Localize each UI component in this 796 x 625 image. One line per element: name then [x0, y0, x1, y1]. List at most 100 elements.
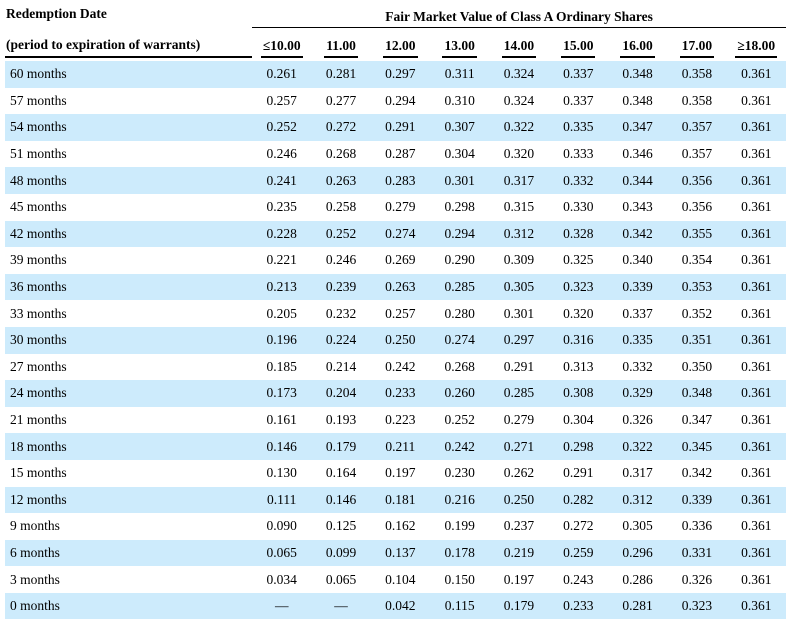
- table-row: 60 months 0.261 0.281 0.297 0.311 0.324 0.337 0…: [5, 61, 786, 88]
- cell-value: 0.326: [681, 571, 713, 587]
- cell-value: 0.361: [741, 225, 772, 241]
- price-column-header: ≤10.00: [252, 27, 311, 61]
- row-header-title: Redemption Date: [6, 6, 107, 21]
- cell-value: 0.357: [681, 146, 713, 162]
- cell-value: —: [274, 598, 289, 614]
- row-header-subtitle: (period to expiration of warrants): [5, 27, 253, 61]
- cell-value: 0.342: [681, 465, 713, 481]
- cell-value: 0.361: [741, 571, 772, 587]
- table-row: 51 months 0.246 0.268 0.287 0.304 0.320 0.333 0…: [5, 141, 786, 168]
- cell-value: 0.329: [622, 385, 653, 401]
- table-row: 15 months 0.130 0.164 0.197 0.230 0.262 0.291 0…: [5, 460, 786, 487]
- cell-value: 0.252: [444, 412, 475, 428]
- cell-value: 0.286: [622, 571, 653, 587]
- cell-value: 0.216: [444, 491, 475, 507]
- cell-value: 0.257: [385, 305, 416, 321]
- cell-value: 0.339: [622, 279, 653, 295]
- table-row: 30 months 0.196 0.224 0.250 0.274 0.297 0.316 0…: [5, 326, 786, 354]
- cell-value: 0.219: [503, 544, 535, 560]
- cell-value: 0.252: [266, 119, 297, 135]
- price-column-header-label: 12.00: [383, 38, 418, 58]
- cell-value: 0.361: [741, 518, 772, 534]
- cell-value: 0.361: [741, 438, 772, 454]
- header-row-top: Redemption Date Fair Market Value of Cla…: [5, 2, 786, 28]
- cell-value: 0.221: [266, 252, 297, 268]
- cell-value: 0.332: [563, 172, 594, 188]
- cell-value: 0.297: [503, 332, 535, 348]
- cell-value: 0.344: [622, 172, 653, 188]
- row-label: 39 months: [10, 252, 67, 268]
- row-label: 24 months: [10, 385, 67, 401]
- cell-value: 0.150: [444, 571, 475, 587]
- cell-value: 0.335: [622, 332, 653, 348]
- cell-value: 0.317: [503, 172, 535, 188]
- cell-value: 0.065: [325, 571, 357, 587]
- cell-value: 0.250: [503, 491, 535, 507]
- cell-value: 0.350: [681, 358, 713, 374]
- cell-value: 0.304: [444, 146, 475, 162]
- cell-value: 0.162: [385, 518, 416, 534]
- cell-value: 0.291: [385, 119, 416, 135]
- cell-value: 0.161: [266, 412, 297, 428]
- cell-value: 0.325: [563, 252, 594, 268]
- table-row: 9 months 0.090 0.125 0.162 0.199 0.237 0.272 0.…: [5, 513, 786, 540]
- price-column-header: 12.00: [371, 27, 430, 61]
- cell-value: 0.242: [444, 438, 475, 454]
- cell-value: 0.263: [385, 279, 416, 295]
- cell-value: 0.361: [741, 92, 772, 108]
- cell-value: 0.310: [444, 92, 475, 108]
- cell-value: 0.296: [622, 544, 653, 560]
- cell-value: 0.315: [503, 199, 535, 215]
- cell-value: 0.361: [741, 332, 772, 348]
- cell-value: 0.361: [741, 305, 772, 321]
- cell-value: 0.309: [503, 252, 535, 268]
- cell-value: 0.324: [503, 92, 535, 108]
- cell-value: 0.320: [563, 305, 594, 321]
- cell-value: 0.331: [681, 544, 713, 560]
- cell-value: 0.235: [266, 199, 297, 215]
- price-column-header: 16.00: [608, 27, 667, 61]
- cell-value: 0.246: [266, 146, 297, 162]
- table-row: 27 months 0.185 0.214 0.242 0.268 0.291 0.313 0…: [5, 354, 786, 381]
- cell-value: 0.337: [622, 305, 653, 321]
- cell-value: 0.361: [741, 598, 772, 614]
- cell-value: 0.196: [266, 332, 297, 348]
- cell-value: 0.328: [563, 225, 594, 241]
- cell-value: 0.326: [622, 412, 653, 428]
- cell-value: 0.241: [266, 172, 297, 188]
- row-label: 42 months: [10, 225, 67, 241]
- cell-value: 0.199: [444, 518, 475, 534]
- cell-value: 0.242: [385, 358, 416, 374]
- cell-value: 0.361: [741, 385, 772, 401]
- cell-value: 0.285: [503, 385, 535, 401]
- cell-value: 0.337: [563, 66, 594, 82]
- row-label: 54 months: [10, 119, 67, 135]
- cell-value: 0.287: [385, 146, 416, 162]
- cell-value: 0.261: [266, 66, 297, 82]
- cell-value: 0.137: [385, 544, 416, 560]
- row-label: 60 months: [10, 66, 67, 82]
- cell-value: 0.193: [325, 412, 357, 428]
- cell-value: 0.304: [563, 412, 594, 428]
- cell-value: 0.274: [444, 332, 475, 348]
- row-label: 48 months: [10, 172, 67, 188]
- table-header: Redemption Date Fair Market Value of Cla…: [5, 2, 786, 61]
- cell-value: 0.269: [385, 252, 416, 268]
- cell-value: 0.125: [325, 518, 357, 534]
- table-body: 60 months 0.261 0.281 0.297 0.311 0.324 0.337 0…: [5, 61, 786, 620]
- cell-value: 0.130: [266, 465, 297, 481]
- cell-value: 0.361: [741, 199, 772, 215]
- cell-value: 0.260: [444, 385, 475, 401]
- cell-value: —: [334, 598, 348, 614]
- cell-value: 0.214: [325, 358, 357, 374]
- cell-value: 0.211: [385, 438, 416, 454]
- table-row: 33 months 0.205 0.232 0.257 0.280 0.301 0.320 0…: [5, 300, 786, 327]
- cell-value: 0.297: [385, 66, 416, 82]
- cell-value: 0.213: [266, 279, 297, 295]
- cell-value: 0.283: [385, 172, 416, 188]
- cell-value: 0.179: [325, 438, 357, 454]
- row-label: 15 months: [10, 465, 67, 481]
- cell-value: 0.272: [563, 518, 594, 534]
- cell-value: 0.339: [681, 491, 713, 507]
